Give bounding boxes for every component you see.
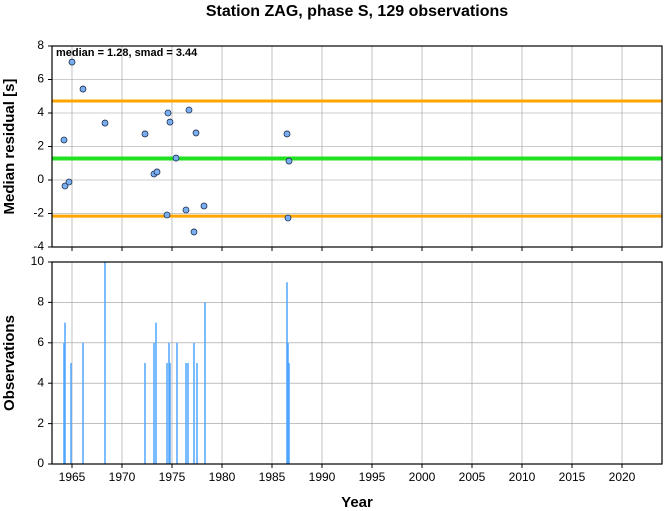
point — [141, 130, 149, 138]
y-tick-label: 4 — [37, 375, 44, 389]
y-tick-label: 6 — [37, 72, 44, 86]
plot-frame — [51, 45, 663, 248]
point — [200, 202, 208, 210]
x-axis-label: Year — [341, 494, 373, 511]
y-tick-label: 0 — [37, 172, 44, 186]
point — [192, 129, 200, 137]
x-tick-label: 2020 — [609, 470, 636, 484]
x-tick-label: 1995 — [359, 470, 386, 484]
point — [61, 182, 69, 190]
plot-frame — [51, 261, 663, 465]
point — [190, 228, 198, 236]
point — [164, 109, 172, 117]
y-tick-label: 8 — [37, 38, 44, 52]
point — [285, 157, 293, 165]
x-tick-label: 1990 — [309, 470, 336, 484]
x-tick-label: 2005 — [459, 470, 486, 484]
y-tick-label: 2 — [37, 416, 44, 430]
y-tick-label: -4 — [33, 239, 44, 253]
point — [163, 211, 171, 219]
x-tick-label: 1980 — [209, 470, 236, 484]
y-tick-label: 0 — [37, 456, 44, 470]
point — [166, 118, 174, 126]
y-axis-label: Median residual [s] — [1, 79, 18, 215]
chart-title: Station ZAG, phase S, 129 observations — [206, 3, 508, 20]
x-tick-label: 2010 — [509, 470, 536, 484]
point — [283, 130, 291, 138]
point — [185, 106, 193, 114]
y-tick-label: 8 — [37, 295, 44, 309]
x-tick-label: 2000 — [409, 470, 436, 484]
x-tick-label: 2015 — [559, 470, 586, 484]
point — [60, 136, 68, 144]
x-tick-label: 1985 — [259, 470, 286, 484]
point — [172, 154, 180, 162]
point — [79, 85, 87, 93]
y-tick-label: 6 — [37, 335, 44, 349]
y-axis-label: Observations — [1, 315, 18, 411]
point — [65, 178, 73, 186]
x-tick-label: 1975 — [159, 470, 186, 484]
annotation: median = 1.28, smad = 3.44 — [56, 47, 198, 59]
plot-area — [52, 262, 662, 464]
point — [101, 119, 109, 127]
y-tick-label: 2 — [37, 139, 44, 153]
y-tick-label: 4 — [37, 105, 44, 119]
point — [153, 168, 161, 176]
point — [182, 206, 190, 214]
point — [68, 58, 76, 66]
x-tick-label: 1970 — [109, 470, 136, 484]
y-tick-label: 10 — [31, 254, 45, 268]
x-tick-label: 1965 — [59, 470, 86, 484]
y-tick-label: -2 — [33, 206, 44, 220]
point — [284, 214, 292, 222]
